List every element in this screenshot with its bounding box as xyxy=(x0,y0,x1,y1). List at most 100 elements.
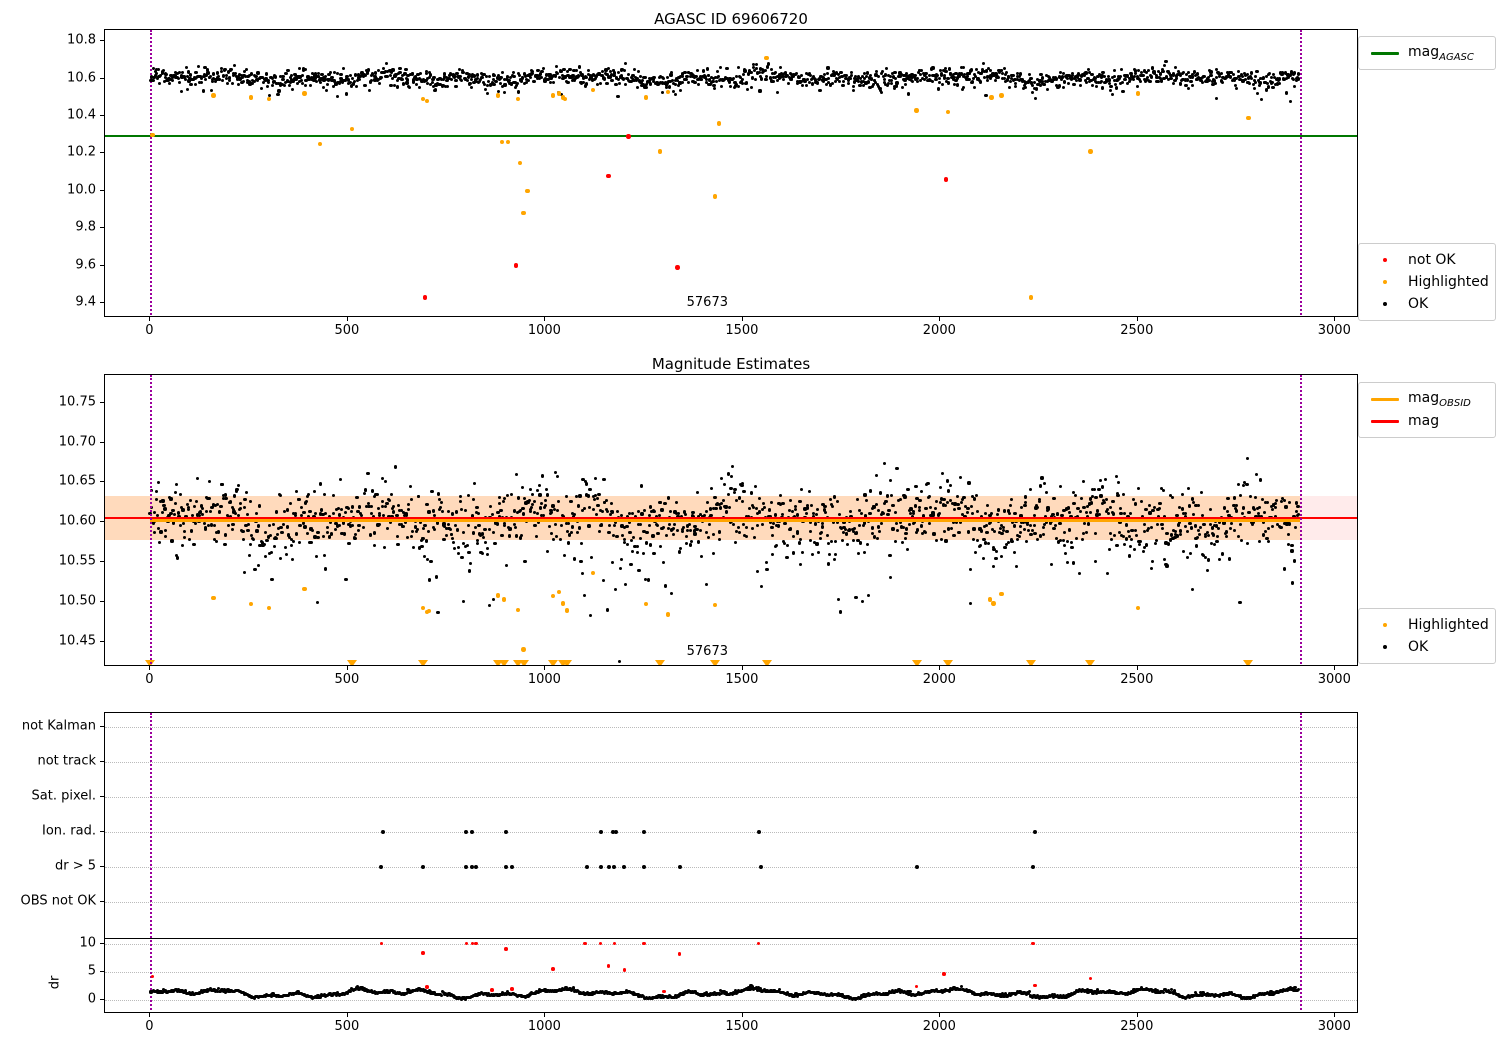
ok-point xyxy=(652,75,656,79)
flag-label-sat--pixel-: Sat. pixel. xyxy=(31,788,96,804)
ok-point xyxy=(1070,545,1074,549)
ok-point xyxy=(880,69,884,73)
ok-point xyxy=(396,542,400,546)
ok-point xyxy=(1276,82,1280,86)
ok-point xyxy=(211,505,215,509)
highlighted-point xyxy=(521,211,526,216)
ok-point xyxy=(651,534,655,538)
ok-point xyxy=(644,541,648,545)
ok-point xyxy=(361,526,365,530)
ok-point xyxy=(1023,500,1027,504)
y-tick-mark xyxy=(100,761,104,762)
ok-point xyxy=(1029,81,1033,85)
ok-point xyxy=(423,523,427,527)
ok-point xyxy=(1191,83,1195,87)
ok-point xyxy=(204,496,208,500)
legend-row[interactable]: OK xyxy=(1368,293,1486,315)
ok-point xyxy=(262,80,266,84)
ok-point xyxy=(1071,74,1075,78)
ok-point xyxy=(1259,81,1263,85)
ok-point xyxy=(383,480,388,484)
ok-point xyxy=(1071,76,1075,80)
panel2-legend-lines[interactable]: magOBSID mag xyxy=(1358,382,1496,438)
ok-point xyxy=(485,552,489,556)
ok-point xyxy=(230,81,235,85)
ok-point xyxy=(804,71,808,75)
ok-point xyxy=(1044,73,1048,77)
flag-event-point xyxy=(598,865,603,869)
ok-point xyxy=(644,82,648,87)
ok-point xyxy=(1273,502,1277,506)
ok-point xyxy=(372,543,376,547)
ok-point xyxy=(199,504,203,508)
x-tick-mark xyxy=(1136,317,1138,321)
ok-point xyxy=(677,550,682,554)
ok-point xyxy=(1059,484,1063,489)
ok-point xyxy=(1002,66,1006,70)
panel1-legend-markers[interactable]: not OK Highlighted OK xyxy=(1358,243,1496,321)
ok-point xyxy=(500,534,504,538)
panel2-legend-markers[interactable]: Highlighted OK xyxy=(1358,608,1496,664)
ok-point xyxy=(886,73,890,77)
ok-point xyxy=(810,77,814,81)
ok-point xyxy=(960,87,964,92)
ok-point xyxy=(706,67,710,71)
legend-row[interactable]: not OK xyxy=(1368,249,1486,271)
ok-point xyxy=(281,77,285,81)
legend-row[interactable]: mag xyxy=(1368,410,1486,432)
ok-point xyxy=(649,76,653,81)
ok-point xyxy=(178,492,183,497)
ok-point xyxy=(554,75,558,79)
ok-point xyxy=(328,535,332,539)
legend-row[interactable]: magOBSID xyxy=(1368,388,1486,410)
panel1-legend-magagasc[interactable]: magAGASC xyxy=(1358,36,1496,70)
ok-point xyxy=(229,514,233,519)
ok-point xyxy=(1248,82,1252,86)
ok-point xyxy=(420,79,424,83)
ok-point xyxy=(917,508,921,512)
y-tick-label: 9.6 xyxy=(75,257,96,273)
ok-point xyxy=(885,83,890,87)
ok-point xyxy=(675,76,679,80)
ok-point xyxy=(239,502,243,506)
ok-point xyxy=(631,73,635,77)
x-tick-label: 0 xyxy=(145,1019,154,1034)
legend-row[interactable]: Highlighted xyxy=(1368,614,1489,636)
ok-point xyxy=(917,68,921,72)
ok-point xyxy=(1092,487,1097,492)
ok-point xyxy=(502,90,506,95)
ok-point xyxy=(490,80,494,84)
ok-point xyxy=(889,493,894,497)
dr-subplot-separator xyxy=(105,938,1357,939)
ok-point xyxy=(832,495,836,499)
legend-row[interactable]: Highlighted xyxy=(1368,271,1489,293)
ok-point xyxy=(546,550,550,554)
legend-row[interactable]: magAGASC xyxy=(1368,42,1486,64)
ok-point xyxy=(1009,497,1013,502)
ok-point xyxy=(292,76,296,80)
ok-point xyxy=(406,507,411,511)
panel3-axes xyxy=(104,712,1358,1013)
y-tick-label: 10.8 xyxy=(67,32,96,48)
ok-point xyxy=(1185,78,1190,82)
ok-point xyxy=(1083,74,1087,78)
ok-point xyxy=(376,523,380,527)
ok-point xyxy=(934,499,938,503)
x-tick-mark xyxy=(346,317,348,321)
ok-point xyxy=(475,541,479,546)
ok-point xyxy=(1067,73,1071,77)
ok-point xyxy=(1258,540,1262,544)
ok-point xyxy=(368,80,372,84)
ok-point xyxy=(176,76,180,81)
ok-point xyxy=(508,81,512,85)
ok-point xyxy=(551,504,555,508)
flag-event-point xyxy=(642,830,647,834)
ok-point xyxy=(475,505,479,509)
ok-point xyxy=(559,68,563,72)
highlighted-point xyxy=(989,95,994,100)
legend-row[interactable]: OK xyxy=(1368,636,1486,658)
ok-point xyxy=(1257,505,1261,509)
ok-point xyxy=(806,77,810,82)
ok-point xyxy=(1116,74,1120,78)
ok-point xyxy=(406,502,410,506)
